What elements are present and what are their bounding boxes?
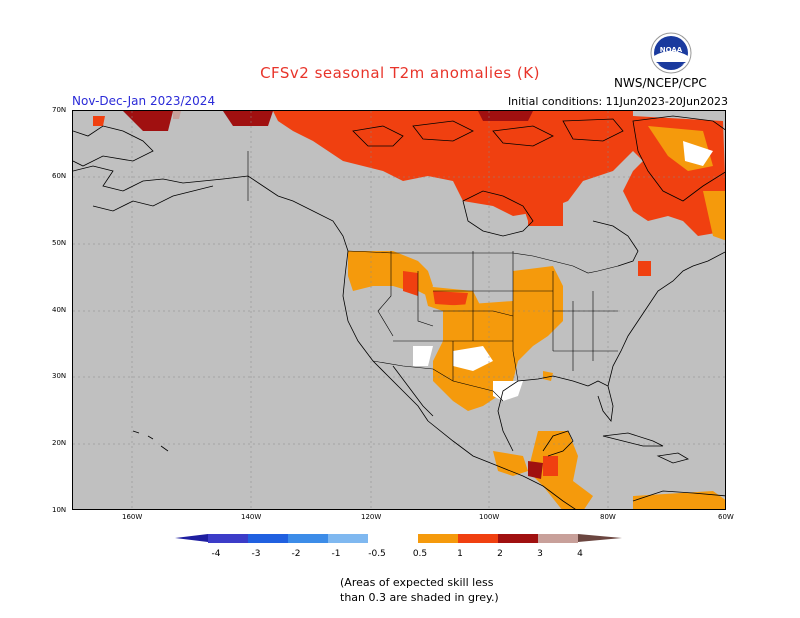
legend-swatch-1-2 xyxy=(458,534,498,543)
lat-label-50n: 50N xyxy=(52,239,67,247)
borders xyxy=(247,151,619,402)
color-legend: -4 -3 -2 -1 -0.5 0.5 1 2 3 4 xyxy=(175,534,622,559)
lon-label-140w: 140W xyxy=(241,513,262,521)
legend-swatch-m1-m05 xyxy=(328,534,368,543)
legend-tick: 0.5 xyxy=(413,549,427,559)
lat-label-10n: 10N xyxy=(52,506,67,514)
noaa-logo-icon: NOAA xyxy=(650,32,692,74)
lon-label-160w: 160W xyxy=(122,513,143,521)
legend-tick: 2 xyxy=(497,549,503,559)
legend-swatch-neutral xyxy=(368,534,418,543)
legend-swatch-m2-m1 xyxy=(288,534,328,543)
legend-swatch-05-1 xyxy=(418,534,458,543)
lat-label-30n: 30N xyxy=(52,372,67,380)
legend-swatch-2-3 xyxy=(498,534,538,543)
lon-label-60w: 60W xyxy=(718,513,734,521)
lat-label-60n: 60N xyxy=(52,172,67,180)
skill-note-line1: (Areas of expected skill less xyxy=(340,576,494,589)
legend-tick: 1 xyxy=(457,549,463,559)
legend-tick: -3 xyxy=(252,549,261,559)
legend-swatch-3-4 xyxy=(538,534,578,543)
legend-swatch-m3-m2 xyxy=(248,534,288,543)
legend-tick: -2 xyxy=(292,549,301,559)
lon-label-80w: 80W xyxy=(600,513,616,521)
agency-label: NWS/NCEP/CPC xyxy=(614,76,707,90)
map-title: CFSv2 seasonal T2m anomalies (K) xyxy=(260,64,540,82)
legend-swatch-lt-m4 xyxy=(175,534,208,542)
legend-tick: -1 xyxy=(332,549,341,559)
initial-conditions-label: Initial conditions: 11Jun2023-20Jun2023 xyxy=(507,95,728,108)
lat-label-70n: 70N xyxy=(52,106,67,114)
legend-tick: 3 xyxy=(537,549,543,559)
legend-tick: -4 xyxy=(212,549,221,559)
anomaly-patches xyxy=(93,111,725,509)
skill-note-line2: than 0.3 are shaded in grey.) xyxy=(340,591,499,604)
lat-label-40n: 40N xyxy=(52,306,67,314)
lon-label-100w: 100W xyxy=(479,513,500,521)
skill-note: (Areas of expected skill less than 0.3 a… xyxy=(340,575,499,605)
svg-text:NOAA: NOAA xyxy=(660,46,683,54)
legend-swatch-gt-4 xyxy=(578,534,622,542)
anomaly-map xyxy=(72,110,726,510)
lat-label-20n: 20N xyxy=(52,439,67,447)
season-label: Nov-Dec-Jan 2023/2024 xyxy=(72,94,216,108)
legend-tick: 4 xyxy=(577,549,583,559)
lon-label-120w: 120W xyxy=(361,513,382,521)
legend-swatch-m4-m3 xyxy=(208,534,248,543)
legend-tick: -0.5 xyxy=(368,549,386,559)
map-canvas xyxy=(73,111,725,509)
